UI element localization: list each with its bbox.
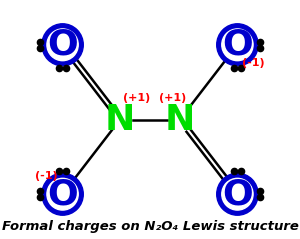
Circle shape bbox=[47, 29, 78, 61]
Text: N: N bbox=[105, 103, 135, 136]
Circle shape bbox=[222, 29, 253, 61]
Circle shape bbox=[222, 178, 253, 210]
Text: O: O bbox=[222, 177, 253, 211]
Text: Formal charges on N₂O₄ Lewis structure: Formal charges on N₂O₄ Lewis structure bbox=[2, 220, 298, 233]
Circle shape bbox=[42, 173, 83, 215]
Text: O: O bbox=[222, 28, 253, 62]
Circle shape bbox=[217, 173, 258, 215]
Circle shape bbox=[217, 24, 258, 66]
Text: (+1): (+1) bbox=[123, 93, 150, 103]
Text: O: O bbox=[47, 28, 78, 62]
Circle shape bbox=[42, 24, 83, 66]
Text: (+1): (+1) bbox=[159, 93, 187, 103]
Text: (-1): (-1) bbox=[242, 59, 265, 68]
Text: (-1): (-1) bbox=[35, 171, 58, 180]
Text: N: N bbox=[165, 103, 195, 136]
Circle shape bbox=[47, 178, 78, 210]
Text: O: O bbox=[47, 177, 78, 211]
